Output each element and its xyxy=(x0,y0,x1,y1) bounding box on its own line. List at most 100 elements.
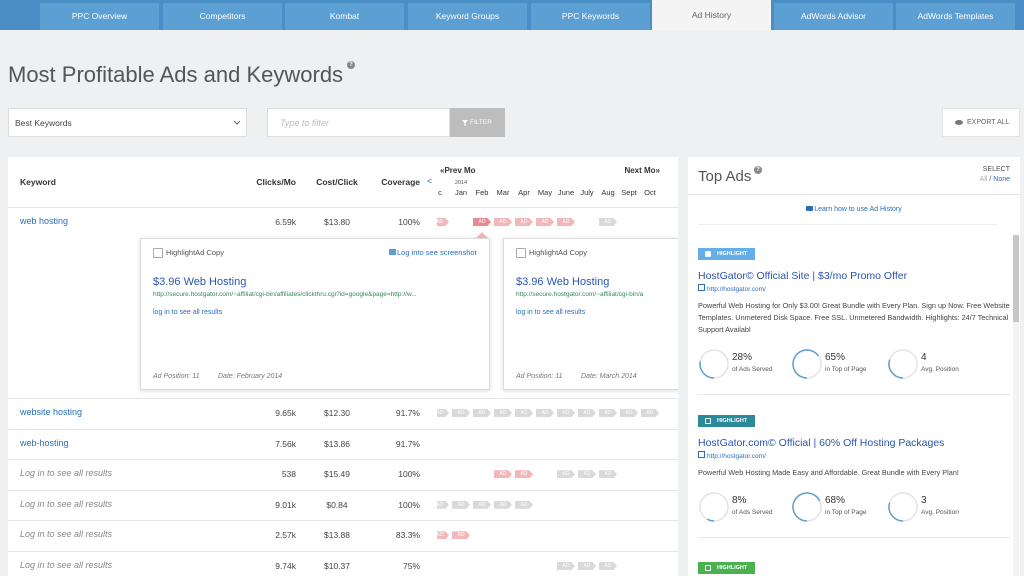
ad-timeline: AD AD xyxy=(437,531,677,540)
nav-tab[interactable]: PPC Keywords xyxy=(531,3,650,30)
ad-badge[interactable]: AD xyxy=(557,218,575,226)
ad-badge[interactable]: AD xyxy=(437,409,449,417)
filter-button[interactable]: FILTER xyxy=(450,108,505,137)
ad-badge[interactable]: AD xyxy=(578,409,596,417)
ad-badge[interactable]: AD xyxy=(437,218,449,226)
nav-tab[interactable]: AdWords Templates xyxy=(896,3,1015,30)
ad-badge[interactable]: AD xyxy=(578,470,596,479)
ad-badge[interactable]: AD xyxy=(536,409,554,417)
prev-month[interactable]: «Prev Mo xyxy=(440,166,476,175)
dropdown[interactable]: Best Keywords xyxy=(8,108,247,137)
ad-badge[interactable]: AD xyxy=(557,409,575,417)
prev-arrow[interactable]: < xyxy=(427,176,433,186)
learn-link[interactable]: Learn how to use Ad History xyxy=(814,206,902,213)
ad-badge[interactable]: AD xyxy=(557,470,575,479)
scroll-thumb xyxy=(1013,235,1019,322)
ad-badge[interactable]: AD xyxy=(599,409,617,417)
more-link[interactable]: log in to see all results xyxy=(516,309,586,316)
ad-badge[interactable]: AD xyxy=(437,531,449,540)
cost: $15.49 xyxy=(324,469,350,480)
column-header: Coverage xyxy=(381,177,420,187)
row-divider xyxy=(8,459,678,461)
ad-badge[interactable]: AD xyxy=(494,409,512,417)
ad-badge[interactable]: AD xyxy=(578,562,596,570)
ad-url[interactable]: http://hostgator.com/ xyxy=(707,453,766,460)
ad-badge[interactable]: AD xyxy=(452,500,470,509)
timeline-header: 2014 c Jan Feb Mar Apr May June July Aug Sept Oct xyxy=(437,177,677,201)
ad-title[interactable]: $3.96 Web Hosting xyxy=(153,276,247,288)
dropdown-text: Best Keywords xyxy=(15,118,72,128)
nav-tab[interactable]: AdWords Advisor xyxy=(774,3,893,30)
keyword[interactable]: website hosting xyxy=(20,407,83,417)
ad-badge[interactable]: AD xyxy=(620,409,638,417)
ad-badge[interactable]: AD xyxy=(494,500,512,509)
ad-title[interactable]: $3.96 Web Hosting xyxy=(516,276,610,288)
ad-badge[interactable]: AD xyxy=(473,409,491,417)
ad-badge[interactable]: AD xyxy=(599,218,617,226)
ad-badge[interactable]: AD xyxy=(437,500,449,509)
badge-check xyxy=(706,419,710,423)
highlight-badge[interactable]: HIGHLIGHT xyxy=(698,415,756,427)
ad-badge[interactable]: AD xyxy=(641,409,659,417)
scroll-track xyxy=(1013,235,1019,576)
ad-badge[interactable]: AD xyxy=(536,218,554,226)
ad-badge[interactable]: AD xyxy=(473,218,491,226)
ad-badge[interactable]: AD xyxy=(599,470,617,479)
column-header: Keyword xyxy=(20,177,56,187)
stat-value: 65% xyxy=(825,352,846,363)
ad-badge[interactable]: AD xyxy=(557,562,575,570)
separator: / xyxy=(989,176,992,183)
ad-badge[interactable]: AD xyxy=(494,470,512,479)
help-icon[interactable]: ? xyxy=(754,166,762,174)
month-label: Apr xyxy=(518,188,530,197)
ad-badge[interactable]: AD xyxy=(452,409,470,417)
select-all[interactable]: All xyxy=(979,176,988,183)
top-ads-panel: Top Ads? SELECT All / None Learn how to use A… xyxy=(688,157,1020,576)
top-ad: HIGHLIGHT xyxy=(698,556,1010,574)
ad-badge[interactable]: AD xyxy=(515,218,533,226)
top-ads-title: Top Ads xyxy=(698,168,752,185)
ad-title[interactable]: HostGator.com© Official | 60% Off Hostin… xyxy=(698,437,945,449)
nav-tab[interactable]: PPC Overview xyxy=(40,3,159,30)
ad-badge[interactable]: AD xyxy=(452,531,470,540)
column-header: Cost/Click xyxy=(316,177,358,187)
ad-position: Ad Position: 11 xyxy=(516,373,563,380)
ad-divider xyxy=(698,537,1010,538)
screenshot-link[interactable]: Log into see screenshot xyxy=(397,248,477,257)
keyword[interactable]: web hosting xyxy=(20,216,69,226)
ad-badge[interactable]: AD xyxy=(515,470,533,479)
checkbox[interactable] xyxy=(153,248,163,258)
ad-badge[interactable]: AD xyxy=(515,409,533,417)
clicks: 6.59k xyxy=(275,217,296,227)
ring-track xyxy=(699,492,729,522)
nav-tab[interactable]: Ad History xyxy=(652,0,771,30)
month-label: c xyxy=(438,188,442,197)
ad-divider xyxy=(698,394,1010,395)
ad-url-row: http://hostgator.com/ xyxy=(698,284,1010,293)
highlight-badge[interactable]: HIGHLIGHT xyxy=(698,562,756,574)
help-icon[interactable]: ? xyxy=(347,61,355,69)
nav-tab[interactable]: Keyword Groups xyxy=(408,3,527,30)
next-month[interactable]: Next Mo» xyxy=(624,166,660,175)
ad-badge[interactable]: AD xyxy=(515,500,533,509)
ad-card: HighlightAd Copy Log into see screenshot $… xyxy=(140,238,490,390)
keyword[interactable]: web-hosting xyxy=(20,437,69,448)
highlight-badge[interactable]: HIGHLIGHT xyxy=(698,248,756,260)
year-label: 2014 xyxy=(454,180,468,186)
ad-url[interactable]: http://hostgator.com/ xyxy=(707,286,766,293)
filter-input[interactable]: Type to filter xyxy=(267,108,450,137)
checkbox[interactable] xyxy=(516,248,526,258)
ad-title[interactable]: HostGator© Official Site | $3/mo Promo O… xyxy=(698,270,908,282)
ring-arc xyxy=(888,359,904,379)
ad-badge[interactable]: AD xyxy=(473,500,491,509)
page-title: Most Profitable Ads and Keywords xyxy=(8,62,344,87)
ad-badge[interactable]: AD xyxy=(494,218,512,226)
filter-placeholder: Type to filter xyxy=(280,118,329,128)
nav-tab[interactable]: Competitors xyxy=(163,3,282,30)
nav-tab[interactable]: Kombat xyxy=(285,3,404,30)
ad-badge[interactable]: AD xyxy=(599,562,617,570)
clicks: 538 xyxy=(281,469,296,480)
export-button[interactable]: EXPORT ALL xyxy=(942,108,1020,137)
more-link[interactable]: log in to see all results xyxy=(153,309,223,316)
select-none[interactable]: None xyxy=(993,176,1010,183)
